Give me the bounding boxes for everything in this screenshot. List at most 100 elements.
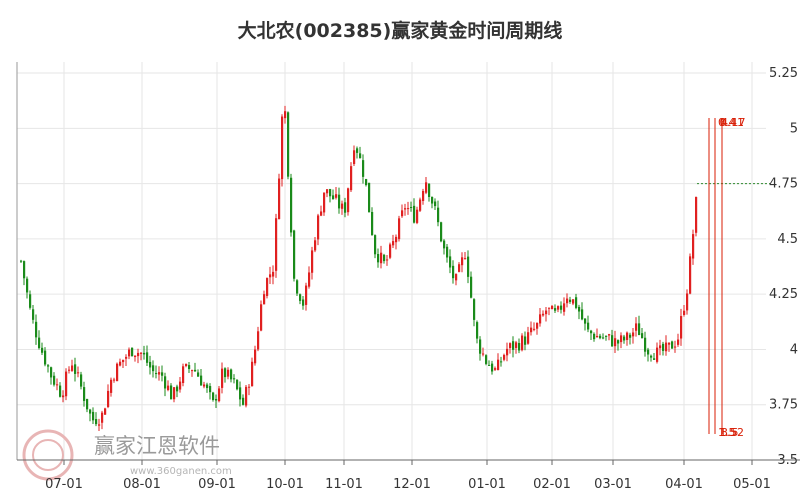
candle-body: [506, 348, 509, 356]
candle-body: [83, 387, 86, 401]
candle-body: [419, 199, 422, 211]
candle-body: [377, 254, 380, 263]
candle-body: [449, 256, 452, 268]
candle-body: [659, 345, 662, 349]
candle-body: [524, 336, 527, 345]
candle-body: [32, 309, 35, 320]
candle-body: [389, 244, 392, 258]
candle-body: [323, 192, 326, 213]
candle-body: [59, 385, 62, 397]
candle-body: [320, 211, 323, 216]
candle-body: [368, 182, 371, 213]
candle-body: [509, 343, 512, 349]
candle-body: [437, 207, 440, 223]
candle-body: [605, 335, 608, 337]
candle-body: [602, 337, 605, 339]
candle-body: [149, 361, 152, 368]
x-tick-label: 03-01: [594, 477, 632, 492]
candle-body: [65, 371, 68, 397]
candle-body: [641, 333, 644, 339]
candle-body: [626, 332, 629, 340]
candle-body: [554, 308, 557, 311]
candle-body: [248, 386, 251, 388]
candles: [20, 105, 698, 432]
candle-body: [578, 306, 581, 312]
candle-body: [170, 385, 173, 400]
candle-body: [125, 356, 128, 359]
candle-body: [593, 333, 596, 340]
candle-body: [512, 341, 515, 350]
x-tick-label: 09-01: [198, 477, 236, 492]
candle-body: [140, 352, 143, 354]
candle-body: [86, 398, 89, 410]
candle-body: [185, 363, 188, 366]
candle-body: [104, 408, 107, 415]
candle-body: [590, 330, 593, 334]
candle-body: [350, 166, 353, 191]
candle-body: [422, 191, 425, 202]
candle-body: [383, 254, 386, 262]
candle-body: [365, 179, 368, 186]
candle-body: [332, 195, 335, 200]
candle-body: [425, 182, 428, 193]
candle-body: [116, 363, 119, 382]
chart-title: 大北农(002385)赢家黄金时间周期线: [237, 20, 563, 42]
candle-body: [182, 366, 185, 384]
candle-body: [431, 196, 434, 204]
candle-body: [80, 374, 83, 387]
candle-body: [173, 387, 176, 400]
candle-body: [599, 335, 602, 339]
candle-body: [23, 261, 26, 279]
candle-body: [428, 183, 431, 198]
candle-body: [359, 153, 362, 158]
candle-body: [440, 222, 443, 242]
candle-body: [281, 116, 284, 180]
candle-body: [347, 188, 350, 213]
candle-body: [263, 294, 266, 305]
candle-body: [47, 365, 50, 367]
candle-body: [344, 202, 347, 213]
candle-body: [410, 206, 413, 208]
candle-body: [650, 355, 653, 358]
candle-body: [362, 160, 365, 177]
candle-body: [533, 328, 536, 330]
candle-body: [482, 353, 485, 355]
candle-body: [539, 314, 542, 324]
candle-body: [95, 419, 98, 425]
cycle-lines: 0.4 1.5 0.41 1.52 4.17 3.5: [697, 116, 770, 439]
candle-body: [677, 339, 680, 345]
candle-body: [203, 384, 206, 387]
candle-body: [152, 365, 155, 372]
candle-body: [413, 205, 416, 223]
candle-body: [620, 335, 623, 343]
candle-body: [575, 297, 578, 308]
candle-body: [194, 369, 197, 372]
candle-body: [395, 236, 398, 243]
candle-body: [209, 386, 212, 393]
candle-body: [464, 258, 467, 260]
x-tick-label: 04-01: [665, 477, 703, 492]
candle-body: [557, 306, 560, 310]
candle-body: [89, 409, 92, 414]
candle-body: [44, 350, 47, 365]
candle-body: [638, 323, 641, 336]
candle-body: [236, 379, 239, 390]
candle-body: [296, 280, 299, 294]
candle-body: [662, 343, 665, 351]
candle-body: [674, 346, 677, 348]
candle-body: [62, 395, 65, 398]
candle-body: [317, 215, 320, 240]
candle-body: [461, 257, 464, 266]
candle-body: [143, 352, 146, 355]
candle-body: [548, 307, 551, 309]
candle-body: [497, 359, 500, 370]
candle-body: [470, 276, 473, 298]
y-tick-label: 4.5: [777, 232, 798, 247]
candle-body: [695, 197, 698, 233]
candle-body: [224, 368, 227, 378]
candle-body: [128, 349, 131, 357]
candle-body: [272, 271, 275, 277]
candle-body: [689, 256, 692, 294]
candle-body: [644, 337, 647, 352]
